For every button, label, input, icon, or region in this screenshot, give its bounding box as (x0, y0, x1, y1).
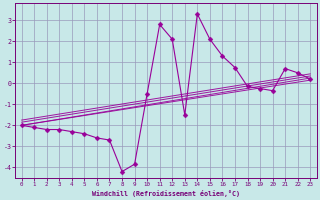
X-axis label: Windchill (Refroidissement éolien,°C): Windchill (Refroidissement éolien,°C) (92, 190, 240, 197)
